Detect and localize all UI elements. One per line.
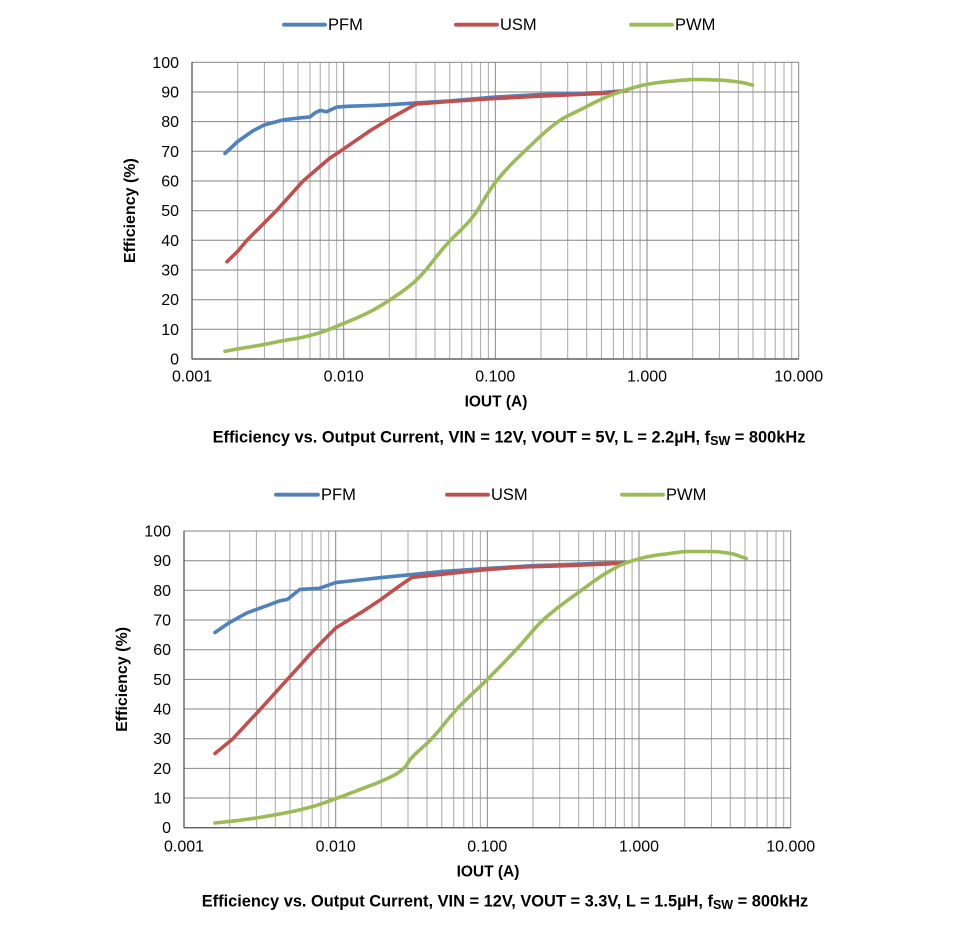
- svg-text:0.001: 0.001: [164, 839, 204, 856]
- svg-text:20: 20: [161, 292, 179, 309]
- svg-text:1.000: 1.000: [619, 839, 659, 856]
- svg-text:PFM: PFM: [328, 16, 363, 34]
- svg-text:Efficiency vs. Output Current,: Efficiency vs. Output Current, VIN = 12V…: [213, 429, 806, 449]
- svg-text:0.100: 0.100: [467, 839, 507, 856]
- svg-text:10.000: 10.000: [774, 369, 823, 386]
- svg-text:60: 60: [153, 642, 171, 659]
- svg-text:Efficiency (%): Efficiency (%): [122, 158, 139, 263]
- svg-text:80: 80: [153, 583, 171, 600]
- svg-text:0.010: 0.010: [324, 369, 364, 386]
- svg-text:IOUT (A): IOUT (A): [465, 394, 528, 411]
- svg-text:40: 40: [153, 702, 171, 719]
- svg-text:PWM: PWM: [675, 16, 715, 34]
- svg-text:USM: USM: [500, 16, 537, 34]
- svg-text:0: 0: [162, 820, 171, 837]
- svg-text:0.001: 0.001: [172, 369, 212, 386]
- svg-text:30: 30: [153, 731, 171, 748]
- svg-text:1.000: 1.000: [627, 369, 667, 386]
- svg-text:0.100: 0.100: [475, 369, 515, 386]
- svg-text:60: 60: [161, 174, 179, 191]
- svg-text:20: 20: [153, 761, 171, 778]
- svg-text:Efficiency (%): Efficiency (%): [114, 627, 131, 732]
- svg-text:10: 10: [153, 791, 171, 808]
- svg-text:0.010: 0.010: [316, 839, 356, 856]
- svg-text:80: 80: [161, 114, 179, 131]
- svg-text:PFM: PFM: [321, 486, 356, 504]
- svg-text:90: 90: [161, 85, 179, 102]
- svg-text:100: 100: [144, 524, 171, 541]
- svg-text:Efficiency vs. Output Current,: Efficiency vs. Output Current, VIN = 12V…: [202, 893, 809, 913]
- svg-text:40: 40: [161, 233, 179, 250]
- svg-text:50: 50: [153, 672, 171, 689]
- svg-text:10.000: 10.000: [766, 839, 815, 856]
- svg-text:IOUT (A): IOUT (A): [457, 864, 520, 881]
- svg-text:0: 0: [170, 352, 179, 369]
- svg-text:70: 70: [161, 144, 179, 161]
- svg-text:PWM: PWM: [666, 486, 706, 504]
- svg-text:10: 10: [161, 322, 179, 339]
- svg-text:70: 70: [153, 613, 171, 630]
- svg-text:30: 30: [161, 263, 179, 280]
- svg-text:50: 50: [161, 203, 179, 220]
- svg-text:90: 90: [153, 553, 171, 570]
- svg-text:100: 100: [152, 55, 179, 72]
- svg-text:USM: USM: [491, 486, 528, 504]
